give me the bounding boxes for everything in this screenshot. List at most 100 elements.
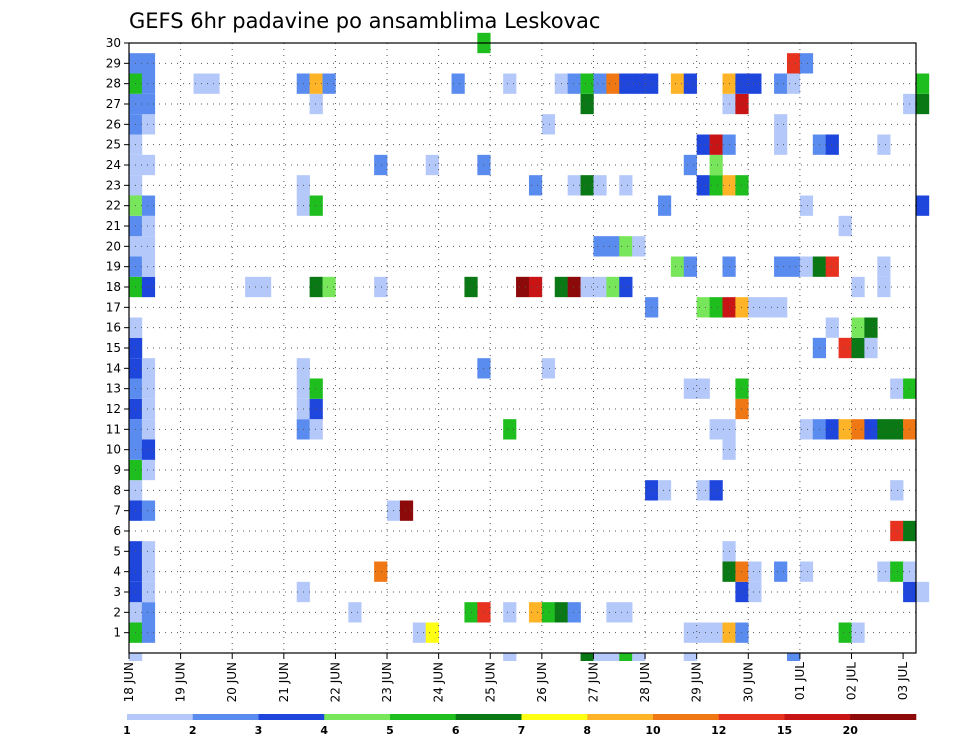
x-tick-label: 25 JUN [483,662,497,702]
y-tick-label: 12 [106,402,121,416]
chart-title: GEFS 6hr padavine po ansamblima Leskovac [129,9,600,33]
heatmap-cell [877,256,891,277]
heatmap-cell [683,256,697,277]
colorbar-label: 5 [386,724,394,737]
heatmap-cell [683,653,697,661]
colorbar-label: 1 [123,724,131,737]
heatmap-cell [774,114,788,135]
heatmap-cell [374,561,388,582]
y-tick-label: 26 [106,117,121,131]
heatmap-cell [709,134,723,155]
heatmap-cell [567,175,581,196]
heatmap-cell [709,419,723,440]
colorbar-swatch [455,714,522,720]
heatmap-cell [799,256,814,277]
heatmap-cell [541,358,556,379]
heatmap-cell [774,297,788,318]
heatmap-cell [258,276,272,298]
x-tick-label: 23 JUN [380,662,394,702]
y-tick-label: 30 [106,36,121,50]
heatmap-cell [541,602,556,623]
heatmap-cell [593,175,607,196]
heatmap-cell [141,500,156,521]
y-axis: 1234567891011121314151617181920212223242… [106,36,129,640]
colorbar-label: 15 [777,724,792,737]
heatmap-cell [567,73,581,94]
colorbar-swatch [653,714,720,720]
heatmap-cell [309,419,323,440]
x-tick-label: 28 JUN [638,662,652,702]
heatmap-cell [129,653,143,661]
heatmap-cell [877,134,891,155]
heatmap-cell [606,276,620,298]
plot-frame [128,42,917,654]
heatmap-cell [141,561,156,582]
heatmap-cell [696,297,710,318]
heatmap-cell [141,581,156,603]
heatmap-cell [567,602,581,623]
heatmap-cell [619,236,633,257]
heatmap-cell [399,500,414,521]
y-tick-label: 10 [106,443,121,457]
heatmap-cell [593,653,607,661]
heatmap-cell [890,419,904,440]
heatmap-cell [374,154,388,176]
heatmap-cell [825,134,839,155]
y-tick-label: 3 [113,585,121,599]
colorbar-label: 7 [518,724,526,737]
heatmap-cell [141,541,156,562]
y-tick-label: 19 [106,260,121,274]
heatmap-cell [619,602,633,623]
heatmap-cell [141,154,156,176]
heatmap-cell [309,73,323,94]
colorbar-swatch [718,714,785,720]
heatmap-cell [425,154,439,176]
heatmap-cell [799,195,814,216]
heatmap-cell [916,581,930,603]
heatmap-cell [309,195,323,216]
heatmap-cell [632,653,646,661]
heatmap-cell [890,480,904,501]
heatmap-cell [528,175,543,196]
heatmap-cell [141,358,156,379]
y-tick-label: 25 [106,138,121,152]
heatmap-cell [141,114,156,135]
heatmap-cell [825,419,839,440]
heatmap-cell [786,73,801,94]
x-tick-label: 19 JUN [174,662,188,702]
heatmap-cell [141,256,156,277]
colorbar-label: 20 [843,724,859,737]
colorbar-label: 6 [452,724,460,737]
x-tick-label: 03 JUL [896,662,910,700]
heatmap-cell [683,154,697,176]
heatmap-cell [748,581,762,603]
heatmap-cell [141,398,156,420]
heatmap-cell [141,195,156,216]
y-tick-label: 7 [113,504,121,518]
heatmap-cell [141,215,156,237]
heatmap-cell [657,480,672,501]
heatmap-cell [503,653,517,661]
x-tick-label: 18 JUN [122,662,136,702]
heatmap-cell [593,236,607,257]
heatmap-cell [619,73,633,94]
heatmap-cell [580,73,594,94]
heatmap-cell [799,419,814,440]
x-tick-label: 21 JUN [277,662,291,702]
heatmap-cell [774,134,788,155]
y-tick-label: 28 [106,77,121,91]
y-tick-label: 11 [106,422,121,436]
x-tick-label: 29 JUN [690,662,704,702]
heatmap-cell [709,297,723,318]
colorbar-swatch [587,714,654,720]
y-tick-label: 23 [106,178,121,192]
colorbar: 1 2 3 4 5 6 7 8 10 12 15 20 [123,714,917,737]
heatmap-cell [567,276,581,298]
heatmap-cell [503,73,517,94]
heatmap-cell [838,622,852,643]
heatmap-cell [632,236,646,257]
heatmap-cell [309,93,323,115]
y-tick-label: 24 [106,158,121,172]
y-tick-label: 5 [113,544,121,558]
